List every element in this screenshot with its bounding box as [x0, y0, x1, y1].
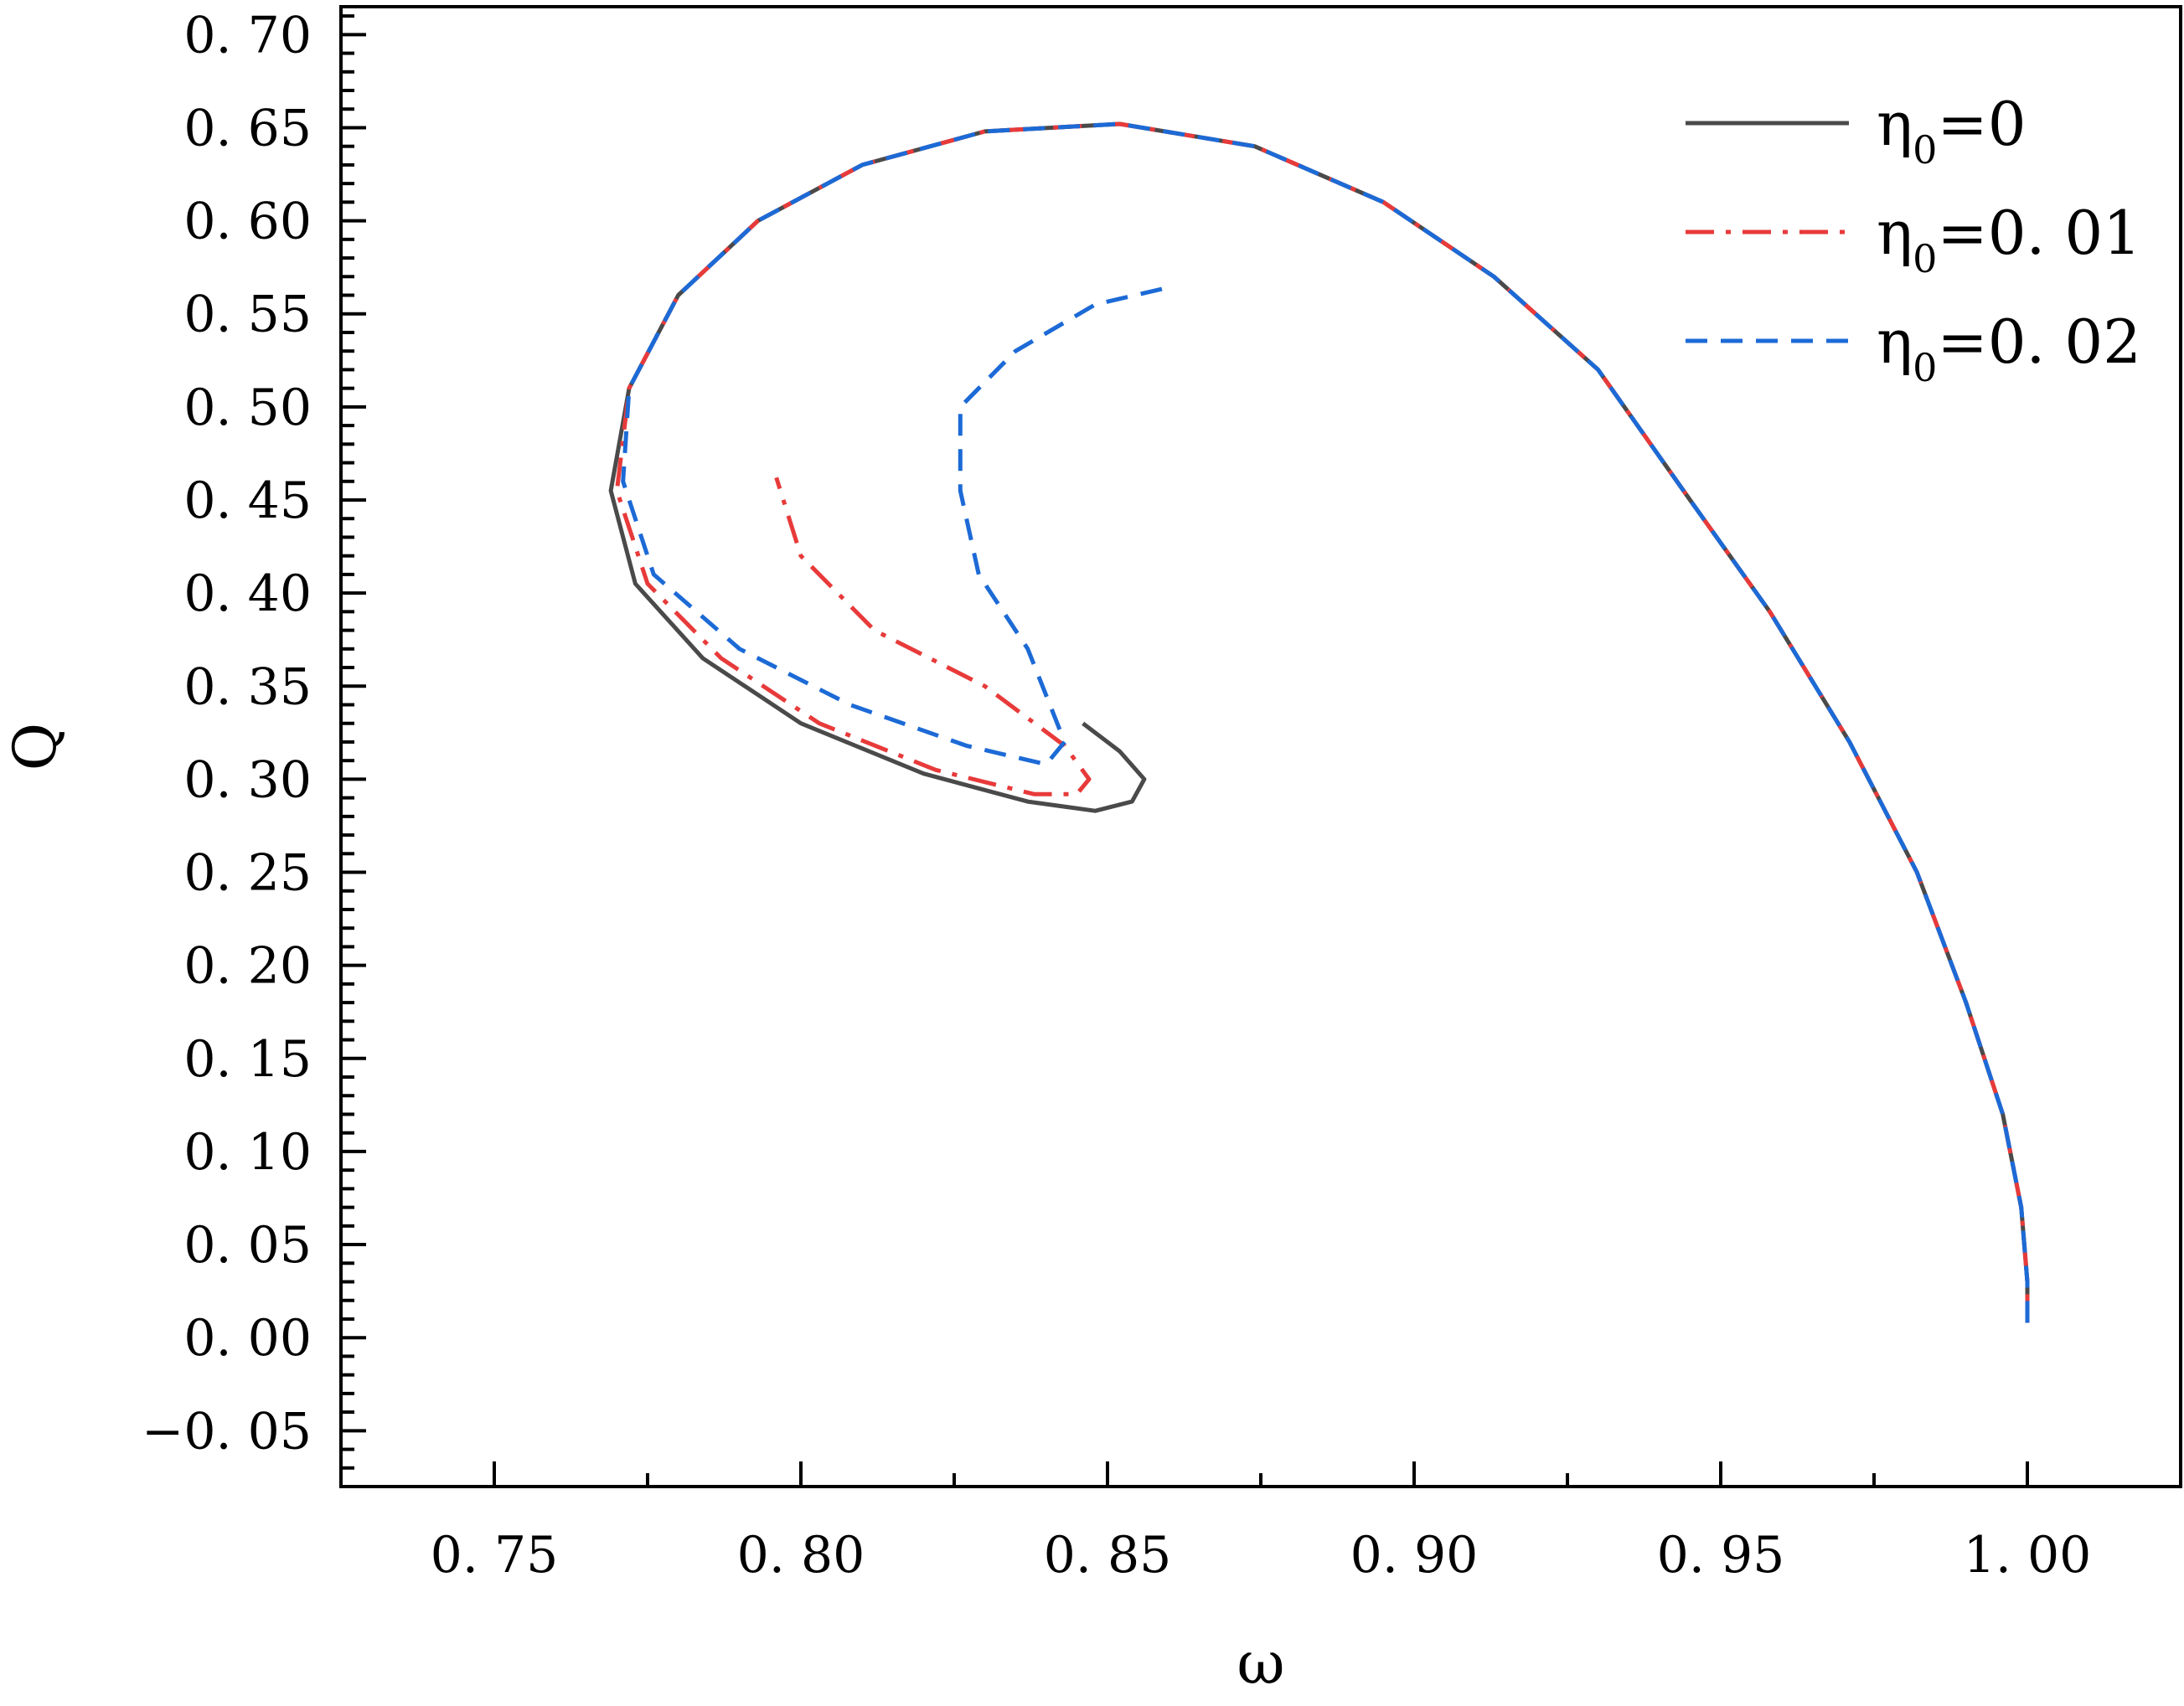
legend-label: η0=0 [1877, 89, 2027, 173]
y-tick-label: 0. 10 [183, 1123, 312, 1182]
y-tick-label: 0. 20 [183, 937, 312, 996]
x-tick-label: 0. 85 [1044, 1526, 1172, 1585]
x-tick-label: 0. 90 [1350, 1526, 1479, 1585]
series-line-1 [614, 121, 2030, 1323]
y-tick-label: 0. 30 [183, 750, 312, 809]
y-tick-label: −0. 05 [142, 1402, 312, 1461]
y-axis-ticks: −0. 05 0. 00 0. 05 0. 10 0. 15 0. 20 0. 25 0. 3… [142, 6, 366, 1488]
y-tick-label: 0. 25 [183, 844, 312, 903]
series-layer [608, 121, 2030, 1323]
y-tick-label: 0. 65 [183, 99, 312, 157]
plot-frame [339, 5, 2182, 1488]
y-tick-label: 0. 35 [183, 657, 312, 716]
y-tick-label: 0. 15 [183, 1030, 312, 1089]
y-tick-label: 0. 00 [183, 1309, 312, 1368]
y-tick-label: 0. 60 [183, 193, 312, 251]
legend-label: η0=0. 02 [1877, 307, 2141, 390]
series-line-2 [621, 121, 2030, 1323]
legend-label: η0=0. 01 [1877, 198, 2141, 281]
x-tick-label: 1. 00 [1964, 1526, 2092, 1585]
y-tick-label: 0. 50 [183, 379, 312, 437]
y-tick-label: 0. 05 [183, 1216, 312, 1275]
x-axis-ticks: 0. 75 0. 80 0. 85 0. 90 0. 95 1. 00 [339, 1461, 2182, 1585]
x-tick-label: 0. 75 [431, 1526, 559, 1585]
y-tick-label: 0. 45 [183, 472, 312, 530]
x-axis-title: ω [1237, 1629, 1284, 1698]
y-tick-label: 0. 55 [183, 286, 312, 344]
x-tick-label: 0. 95 [1657, 1526, 1785, 1585]
y-tick-label: 0. 40 [183, 564, 312, 623]
x-tick-label: 0. 80 [737, 1526, 865, 1585]
legend: η0=0 η0=0. 01 η0=0. 02 [1686, 89, 2141, 390]
y-tick-label: 0. 70 [183, 6, 312, 64]
y-axis-title: Q [1, 723, 70, 771]
